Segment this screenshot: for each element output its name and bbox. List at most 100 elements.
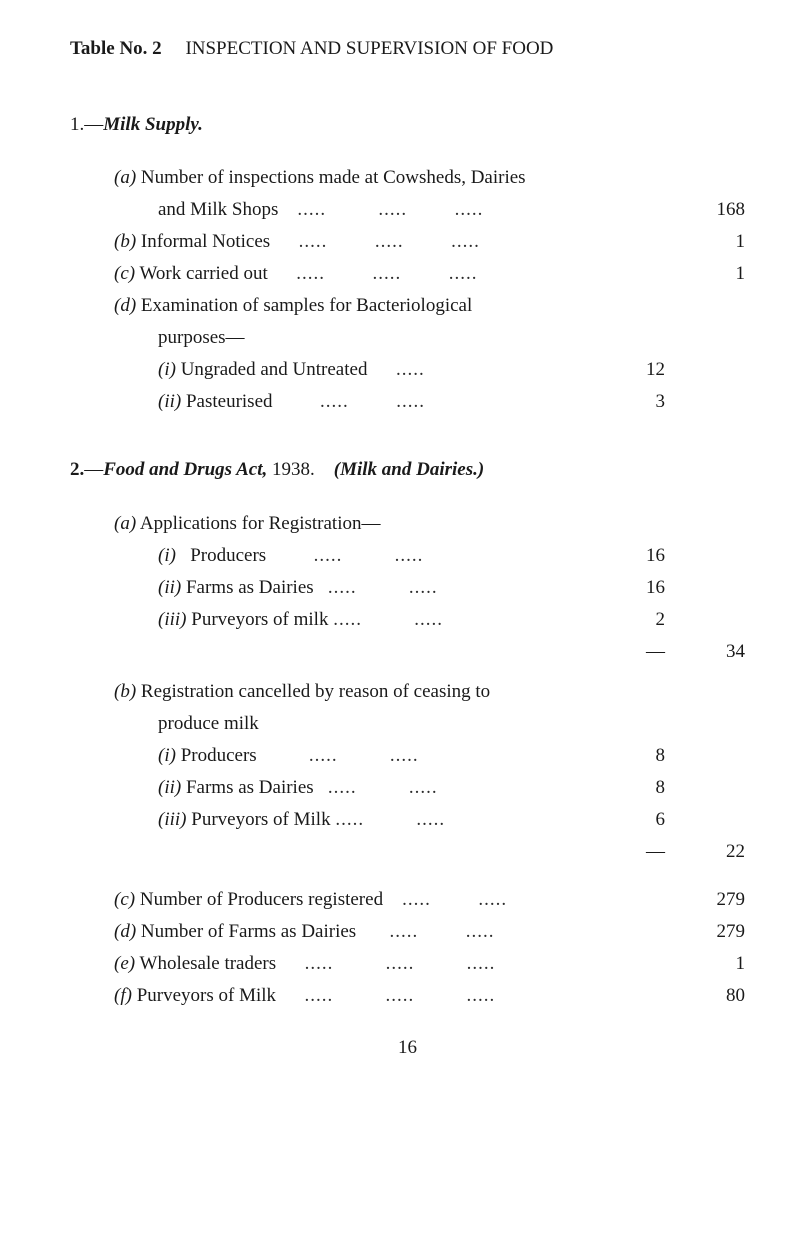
item-2f: (f) Purveyors of Milk ..... ..... ..... … bbox=[70, 982, 745, 1010]
item-2b-ii-text: Farms as Dairies bbox=[186, 777, 314, 798]
item-1a-text2-wrap: and Milk Shops ..... ..... ..... bbox=[158, 196, 585, 224]
item-2e-value: 1 bbox=[665, 950, 745, 978]
section-2-heading: 2.—Food and Drugs Act, 1938. (Milk and D… bbox=[70, 456, 745, 484]
item-2a-text: Applications for Registration— bbox=[140, 513, 381, 534]
item-1a-text1: Number of inspections made at Cowsheds, … bbox=[141, 167, 526, 188]
item-2b-i: (i) Producers ..... ..... 8 bbox=[70, 742, 745, 770]
item-2a-iii: (iii) Purveyors of milk ..... ..... 2 bbox=[70, 606, 745, 634]
item-2b-ii: (ii) Farms as Dairies ..... ..... 8 bbox=[70, 774, 745, 802]
leader-dots: ..... bbox=[402, 889, 431, 910]
item-2a-i-text: Producers bbox=[190, 545, 266, 566]
leader-dots: ..... bbox=[378, 199, 407, 220]
item-2c: (c) Number of Producers registered .....… bbox=[70, 886, 745, 914]
leader-dots: ..... bbox=[466, 921, 495, 942]
section-1-heading: 1.—Milk Supply. bbox=[70, 111, 745, 139]
section-2-year: 1938. bbox=[272, 459, 315, 480]
item-1c: (c) Work carried out ..... ..... ..... 1 bbox=[70, 260, 745, 288]
item-2d: (d) Number of Farms as Dairies ..... ...… bbox=[70, 918, 745, 946]
item-1d-label: (d) bbox=[114, 295, 136, 316]
leader-dots: ..... bbox=[299, 231, 328, 252]
item-1c-label: (c) bbox=[114, 263, 135, 284]
section-2-num: 2. bbox=[70, 459, 84, 480]
item-2a-total: 34 bbox=[665, 638, 745, 666]
item-1b: (b) Informal Notices ..... ..... ..... 1 bbox=[70, 228, 745, 256]
leader-dots: ..... bbox=[478, 889, 507, 910]
section-1-title: Milk Supply. bbox=[103, 114, 203, 135]
leader-dots: ..... bbox=[449, 263, 478, 284]
item-1d-i-label: (i) bbox=[158, 359, 176, 380]
item-2a-iii-wrap: (iii) Purveyors of milk ..... ..... bbox=[158, 606, 585, 634]
leader-dots: ..... bbox=[335, 809, 364, 830]
item-2a-dash: — bbox=[585, 638, 665, 666]
item-1d-line2: purposes— bbox=[70, 324, 745, 352]
item-2d-wrap: (d) Number of Farms as Dairies ..... ...… bbox=[114, 918, 585, 946]
item-2b-wrap: (b) Registration cancelled by reason of … bbox=[114, 678, 585, 706]
item-2a-i: (i) Producers ..... ..... 16 bbox=[70, 542, 745, 570]
item-2b-iii-value: 6 bbox=[585, 806, 665, 834]
item-2b-iii-wrap: (iii) Purveyors of Milk ..... ..... bbox=[158, 806, 585, 834]
item-2b-ii-label: (ii) bbox=[158, 777, 181, 798]
item-2c-wrap: (c) Number of Producers registered .....… bbox=[114, 886, 585, 914]
leader-dots: ..... bbox=[314, 545, 343, 566]
leader-dots: ..... bbox=[305, 985, 334, 1006]
item-2b-label: (b) bbox=[114, 681, 136, 702]
leader-dots: ..... bbox=[451, 231, 480, 252]
item-1d-ii-label: (ii) bbox=[158, 391, 181, 412]
leader-dots: ..... bbox=[416, 809, 445, 830]
item-2b-line2: produce milk bbox=[70, 710, 745, 738]
item-1d-ii-wrap: (ii) Pasteurised ..... ..... bbox=[158, 388, 585, 416]
item-2b-iii-label: (iii) bbox=[158, 809, 187, 830]
leader-dots: ..... bbox=[396, 359, 425, 380]
item-1d-text-wrap: (d) Examination of samples for Bacteriol… bbox=[114, 292, 585, 320]
item-2f-wrap: (f) Purveyors of Milk ..... ..... ..... bbox=[114, 982, 585, 1010]
leader-dots: ..... bbox=[386, 953, 415, 974]
leader-dots: ..... bbox=[333, 609, 362, 630]
leader-dots: ..... bbox=[395, 545, 424, 566]
item-2e-text: Wholesale traders bbox=[140, 953, 277, 974]
leader-dots: ..... bbox=[375, 231, 404, 252]
table-heading: INSPECTION AND SUPERVISION OF FOOD bbox=[185, 38, 553, 59]
leader-dots: ..... bbox=[320, 391, 349, 412]
section-2-title-post: (Milk and Dairies.) bbox=[334, 459, 484, 480]
item-1b-value: 1 bbox=[665, 228, 745, 256]
item-2a-iii-text: Purveyors of milk bbox=[191, 609, 328, 630]
item-2b-iii-text: Purveyors of Milk bbox=[191, 809, 330, 830]
item-2a-wrap: (a) Applications for Registration— bbox=[114, 510, 585, 538]
item-1d-i-value: 12 bbox=[585, 356, 665, 384]
item-1c-value: 1 bbox=[665, 260, 745, 288]
item-1d-ii-text: Pasteurised bbox=[186, 391, 273, 412]
item-1a-line1: (a) Number of inspections made at Cowshe… bbox=[70, 164, 745, 192]
item-1b-text-wrap: (b) Informal Notices ..... ..... ..... bbox=[114, 228, 585, 256]
leader-dots: ..... bbox=[386, 985, 415, 1006]
leader-dots: ..... bbox=[414, 609, 443, 630]
section-1-num: 1. bbox=[70, 114, 84, 135]
item-2b-total: 22 bbox=[665, 838, 745, 866]
item-1a-label: (a) bbox=[114, 167, 136, 188]
item-1a-value: 168 bbox=[665, 196, 745, 224]
leader-dots: ..... bbox=[328, 577, 357, 598]
item-2c-value: 279 bbox=[665, 886, 745, 914]
item-1c-text: Work carried out bbox=[140, 263, 268, 284]
item-2b-text2: produce milk bbox=[158, 710, 585, 738]
leader-dots: ..... bbox=[390, 745, 419, 766]
item-2a-i-label: (i) bbox=[158, 545, 176, 566]
item-2a-ii: (ii) Farms as Dairies ..... ..... 16 bbox=[70, 574, 745, 602]
item-2a-i-wrap: (i) Producers ..... ..... bbox=[158, 542, 585, 570]
item-1c-text-wrap: (c) Work carried out ..... ..... ..... bbox=[114, 260, 585, 288]
item-2b-iii: (iii) Purveyors of Milk ..... ..... 6 bbox=[70, 806, 745, 834]
leader-dots: ..... bbox=[467, 985, 496, 1006]
item-2b-i-wrap: (i) Producers ..... ..... bbox=[158, 742, 585, 770]
item-1d-ii-value: 3 bbox=[585, 388, 665, 416]
item-1d-i: (i) Ungraded and Untreated ..... 12 bbox=[70, 356, 745, 384]
item-1d-i-wrap: (i) Ungraded and Untreated ..... bbox=[158, 356, 585, 384]
leader-dots: ..... bbox=[296, 263, 325, 284]
item-1b-label: (b) bbox=[114, 231, 136, 252]
item-1a-text: (a) Number of inspections made at Cowshe… bbox=[114, 164, 585, 192]
item-1b-text: Informal Notices bbox=[141, 231, 270, 252]
item-2a-label: (a) bbox=[114, 513, 136, 534]
item-2b-i-text: Producers bbox=[181, 745, 257, 766]
item-2a-ii-wrap: (ii) Farms as Dairies ..... ..... bbox=[158, 574, 585, 602]
item-1d-i-text: Ungraded and Untreated bbox=[181, 359, 368, 380]
gap bbox=[70, 870, 745, 878]
item-2a-iii-value: 2 bbox=[585, 606, 665, 634]
